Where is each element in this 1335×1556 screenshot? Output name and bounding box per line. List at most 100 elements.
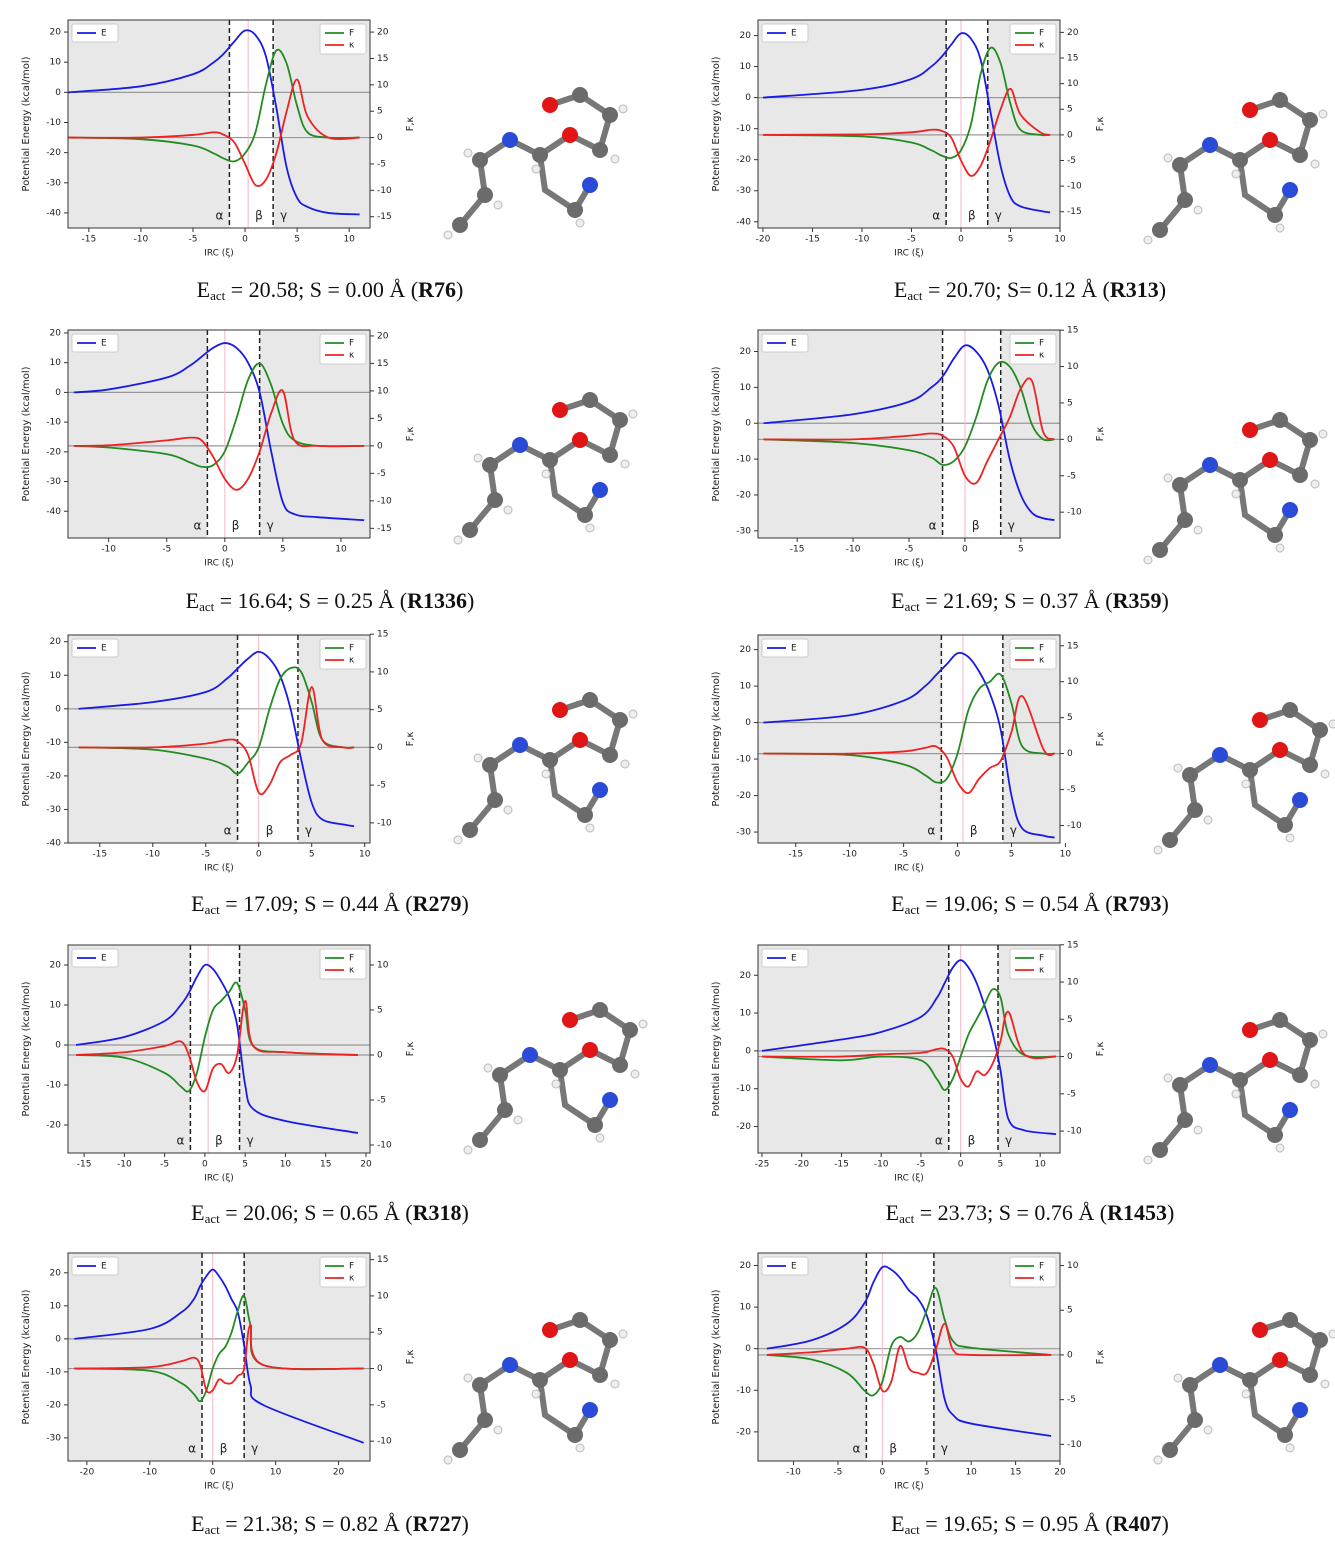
y2-tick-label: -10 bbox=[1067, 821, 1082, 831]
x-axis-label: IRC (ξ) bbox=[204, 864, 234, 874]
legend-label: κ bbox=[349, 1274, 355, 1284]
caption-end: ) bbox=[1162, 891, 1169, 916]
region-label: γ bbox=[305, 824, 312, 838]
x-tick-label: 10 bbox=[359, 850, 371, 860]
legend-box bbox=[1010, 1257, 1056, 1287]
y2-tick-label: -10 bbox=[377, 818, 392, 828]
x-tick-label: 5 bbox=[280, 545, 286, 555]
x-tick-label: 5 bbox=[924, 1468, 930, 1478]
y2-tick-label: 5 bbox=[1067, 1015, 1073, 1025]
x-tick-label: 15 bbox=[1010, 1468, 1021, 1478]
x-tick-label: -10 bbox=[874, 1160, 889, 1170]
y2-tick-label: -10 bbox=[1067, 508, 1082, 518]
y-tick-label: -20 bbox=[46, 1121, 61, 1131]
legend-box bbox=[320, 949, 366, 979]
y2-tick-label: 10 bbox=[377, 386, 389, 396]
y-tick-label: 20 bbox=[50, 328, 62, 338]
reaction-region bbox=[946, 20, 988, 228]
x-tick-label: 0 bbox=[955, 850, 961, 860]
x-tick-label: -15 bbox=[805, 235, 820, 245]
x-axis-label: IRC (ξ) bbox=[894, 559, 924, 569]
y-tick-label: -20 bbox=[736, 155, 751, 165]
caption: Eact = 21.38; S = 0.82 Å (R727) bbox=[191, 1511, 469, 1537]
region-label: γ bbox=[1010, 824, 1017, 838]
y-tick-label: -10 bbox=[46, 1081, 61, 1091]
legend-label: F bbox=[1039, 1262, 1044, 1272]
y-tick-label: 20 bbox=[740, 347, 752, 357]
y2-tick-label: 0 bbox=[377, 1050, 383, 1060]
legend-label: κ bbox=[1039, 41, 1045, 51]
y2-axis-label: F,κ bbox=[1095, 1349, 1106, 1364]
legend-label: F bbox=[349, 954, 354, 964]
caption-text: = 19.65; S = 0.95 Å ( bbox=[920, 1511, 1113, 1536]
x-tick-label: 0 bbox=[958, 235, 964, 245]
y-tick-label: 20 bbox=[740, 31, 752, 41]
y2-tick-label: 15 bbox=[1067, 54, 1078, 64]
y2-axis-label: F,κ bbox=[405, 116, 416, 131]
x-tick-label: 5 bbox=[294, 235, 300, 245]
caption-text: = 20.70; S= 0.12 Å ( bbox=[923, 277, 1110, 302]
y-tick-label: 0 bbox=[745, 1046, 751, 1056]
caption-id: R1336 bbox=[407, 588, 467, 613]
reaction-region bbox=[941, 635, 1002, 843]
legend-label: F bbox=[349, 29, 354, 39]
y2-tick-label: 0 bbox=[1067, 435, 1073, 445]
y2-tick-label: 5 bbox=[1067, 398, 1073, 408]
x-tick-label: 20 bbox=[1054, 1468, 1066, 1478]
y-tick-label: -40 bbox=[46, 507, 61, 517]
y2-axis-label: F,κ bbox=[1095, 1041, 1106, 1056]
y2-tick-label: 10 bbox=[377, 667, 389, 677]
caption-text: = 21.69; S = 0.37 Å ( bbox=[920, 588, 1113, 613]
caption-symbol: E bbox=[891, 1511, 904, 1536]
x-axis-label: IRC (ξ) bbox=[204, 559, 234, 569]
y-axis-label: Potential Energy (kcal/mol) bbox=[21, 366, 32, 501]
y2-tick-label: 0 bbox=[1067, 1350, 1073, 1360]
caption-id: R793 bbox=[1113, 891, 1162, 916]
y2-tick-label: -5 bbox=[377, 781, 386, 791]
reaction-region bbox=[238, 635, 298, 843]
region-label: α bbox=[927, 824, 935, 838]
y2-tick-label: 5 bbox=[1067, 105, 1073, 115]
legend-label: E bbox=[101, 29, 107, 39]
y2-tick-label: -5 bbox=[1067, 156, 1076, 166]
y2-tick-label: -5 bbox=[377, 159, 386, 169]
y-tick-label: 20 bbox=[740, 645, 752, 655]
molecule-image bbox=[1144, 92, 1327, 244]
x-tick-label: -20 bbox=[756, 235, 771, 245]
y2-tick-label: 20 bbox=[377, 28, 389, 38]
y2-tick-label: 15 bbox=[377, 1255, 388, 1265]
legend-box bbox=[320, 24, 366, 54]
caption-subscript: act bbox=[905, 599, 921, 614]
y-tick-label: -30 bbox=[46, 178, 61, 188]
y-tick-label: 20 bbox=[50, 1268, 62, 1278]
caption: Eact = 20.70; S= 0.12 Å (R313) bbox=[894, 277, 1166, 303]
y-axis-label: Potential Energy (kcal/mol) bbox=[711, 981, 722, 1116]
x-tick-label: 10 bbox=[1054, 235, 1066, 245]
legend-label: F bbox=[349, 1262, 354, 1272]
region-label: γ bbox=[995, 209, 1002, 223]
y-tick-label: -10 bbox=[736, 1386, 751, 1396]
caption-text: = 16.64; S = 0.25 Å ( bbox=[214, 588, 407, 613]
caption-symbol: E bbox=[891, 891, 904, 916]
region-label: β bbox=[972, 519, 980, 533]
region-label: α bbox=[188, 1442, 196, 1456]
caption: Eact = 19.06; S = 0.54 Å (R793) bbox=[891, 891, 1169, 917]
y-tick-label: -20 bbox=[736, 490, 751, 500]
x-tick-label: -10 bbox=[134, 235, 149, 245]
y-tick-label: -10 bbox=[46, 418, 61, 428]
molecule-image bbox=[1154, 1312, 1335, 1464]
y-axis-label: Potential Energy (kcal/mol) bbox=[711, 56, 722, 191]
x-tick-label: -15 bbox=[92, 850, 107, 860]
caption-subscript: act bbox=[210, 288, 226, 303]
legend-box bbox=[1010, 334, 1056, 364]
region-label: α bbox=[929, 519, 937, 533]
caption-end: ) bbox=[462, 1200, 469, 1225]
region-label: γ bbox=[941, 1442, 948, 1456]
legend-label: F bbox=[1039, 29, 1044, 39]
y-tick-label: -20 bbox=[46, 1400, 61, 1410]
x-tick-label: 0 bbox=[879, 1468, 885, 1478]
y2-tick-label: 0 bbox=[1067, 130, 1073, 140]
x-tick-label: -10 bbox=[855, 235, 870, 245]
y-tick-label: -30 bbox=[736, 186, 751, 196]
